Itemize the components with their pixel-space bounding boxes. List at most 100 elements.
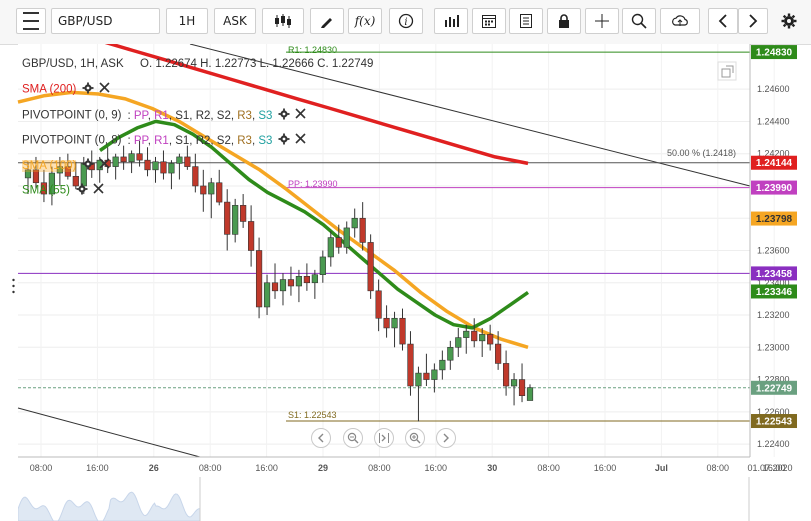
scroll-back-button[interactable] — [311, 428, 331, 448]
candle-body — [343, 227, 350, 248]
lock-icon — [559, 14, 569, 28]
price-label-text: 1.23798 — [756, 214, 793, 225]
indicator-item[interactable]: PIVOTPOINT (0, 9): PP, R1, S1, R2, S2, R… — [22, 108, 308, 123]
timeframe-selector[interactable]: 1H — [166, 8, 208, 34]
lock-button[interactable] — [547, 8, 581, 34]
symbol-selector[interactable]: GBP/USD — [51, 8, 160, 34]
volume-button[interactable] — [434, 8, 468, 34]
fit-view-icon — [379, 433, 389, 443]
candle-body — [64, 166, 71, 177]
price-label-text: 1.23346 — [756, 287, 793, 298]
candle-body — [518, 379, 526, 396]
close-icon — [295, 108, 306, 119]
candle-body — [200, 185, 207, 195]
candle-body — [120, 156, 127, 163]
indicator-controls[interactable] — [278, 108, 308, 120]
candle-body — [56, 166, 63, 174]
scroll-forward-button[interactable] — [436, 428, 456, 448]
indicator-item[interactable]: PIVOTPOINT (0, 8): PP, R1, S1, R2, S2, R… — [22, 133, 308, 148]
x-tick-label: 16:00 — [763, 463, 786, 473]
indicator-label: SMA (55) — [22, 184, 70, 197]
time-axis[interactable]: 08:00 16:00 26 08:00 16:00 29 08:00 16:00 30 08:0… — [18, 456, 793, 473]
price-chart[interactable]: R1: 1.24830 50.00 % (1.2418) PP: 1.23990… — [0, 44, 811, 521]
price-labels: 1.24830 1.24144 1.23990 1.23798 1.23458 1.233… — [751, 45, 797, 429]
zoom-in-icon — [409, 432, 421, 444]
price-label-bg — [751, 180, 797, 195]
candle-body — [24, 169, 32, 179]
candle-body — [439, 359, 446, 371]
price-label-text: 1.22749 — [756, 383, 793, 394]
popout-button[interactable] — [717, 61, 737, 81]
calendar-icon — [482, 15, 496, 28]
x-tick-label: 08:00 — [707, 463, 730, 473]
info-button[interactable]: i — [389, 8, 423, 34]
indicator-label: PIVOTPOINT (0, 9) — [22, 109, 122, 122]
ohlc-values: O. 1.22674 H. 1.22773 L. 1.22666 C. 1.22… — [140, 58, 374, 70]
candle-body — [463, 330, 470, 338]
price-label-bg — [751, 45, 797, 60]
candle-body — [72, 175, 79, 187]
indicator-item[interactable]: SMA (55) — [22, 183, 106, 198]
upload-button[interactable] — [660, 8, 700, 34]
price-side-selector[interactable]: ASK — [214, 8, 256, 34]
symbol-label: GBP/USD — [58, 14, 113, 28]
candle-body — [423, 372, 430, 380]
scroll-left-button[interactable] — [708, 8, 738, 34]
indicator-controls[interactable] — [278, 133, 308, 145]
candle-body — [487, 334, 494, 345]
chart-type-button[interactable] — [262, 8, 304, 34]
gear-icon — [781, 13, 797, 29]
price-label: 1.23990 — [751, 180, 797, 195]
indicator-item[interactable]: SMA (100) — [22, 158, 112, 173]
news-button[interactable] — [509, 8, 543, 34]
zoom-button[interactable] — [622, 8, 656, 34]
candle-body — [383, 317, 390, 329]
menu-button[interactable] — [16, 8, 46, 34]
candle-body — [447, 346, 454, 361]
calendar-button[interactable] — [472, 8, 506, 34]
indicator-item[interactable]: SMA (200) — [22, 82, 112, 97]
candle-body — [208, 182, 215, 195]
pencil-icon — [321, 18, 332, 28]
close-icon — [93, 183, 104, 194]
chart-navigator[interactable] — [18, 477, 750, 521]
zoom-in-button[interactable] — [405, 428, 425, 448]
indicator-label: SMA (200) — [22, 83, 77, 96]
indicators-button[interactable]: f(x) — [348, 8, 382, 34]
candle-body — [128, 153, 135, 163]
indicator-controls[interactable] — [76, 183, 106, 195]
drawing-tools-button[interactable] — [310, 8, 344, 34]
zoom-out-button[interactable] — [343, 428, 363, 448]
candlestick-icon — [275, 14, 291, 28]
candle-body — [48, 172, 56, 195]
close-icon — [99, 82, 110, 93]
candle-body — [32, 169, 40, 184]
candle-body — [136, 153, 143, 161]
chevron-right-icon — [443, 433, 449, 443]
candle-body — [319, 256, 326, 275]
popout-icon — [721, 68, 731, 78]
price-axis[interactable]: 1.246001.244001.242001.240001.238001.236… — [749, 44, 790, 457]
resize-handle[interactable] — [12, 278, 15, 294]
price-label-text: 1.24830 — [756, 48, 793, 59]
x-tick-label: 08:00 — [537, 463, 560, 473]
candle-body — [271, 282, 279, 292]
x-tick-label: 16:00 — [86, 463, 109, 473]
crosshair-button[interactable] — [585, 8, 619, 34]
candle-body — [479, 334, 486, 342]
candle-body — [471, 330, 478, 342]
settings-button[interactable] — [774, 8, 804, 34]
candle-body — [335, 237, 342, 248]
indicator-controls[interactable] — [82, 82, 112, 94]
moving-averages — [17, 44, 530, 349]
gear-icon — [82, 82, 94, 94]
sma-200-line — [104, 44, 529, 166]
candle-body — [502, 363, 510, 387]
reset-view-button[interactable] — [374, 428, 394, 448]
price-label: 1.24830 — [751, 45, 797, 60]
candle-body — [152, 161, 159, 171]
indicator-controls[interactable] — [82, 158, 112, 170]
price-label-bg — [751, 211, 797, 226]
scroll-right-button[interactable] — [738, 8, 768, 34]
fib-annotation: 50.00 % (1.2418) — [667, 148, 736, 158]
